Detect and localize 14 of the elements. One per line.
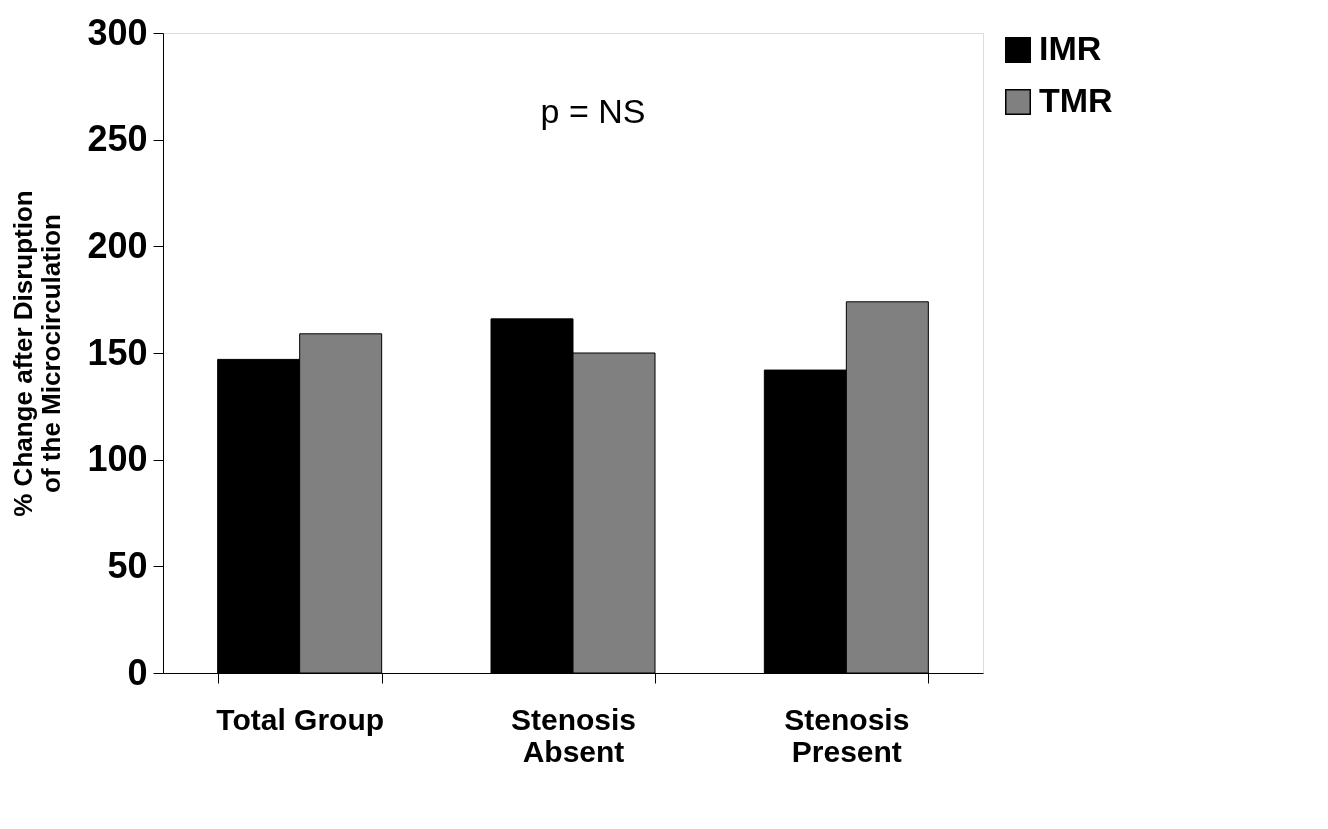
y-tick-label: 0 <box>127 651 148 693</box>
annotation: p = NS <box>540 92 646 130</box>
x-tick-label: Stenosis Present <box>784 702 910 768</box>
y-tick-label: 200 <box>87 224 148 266</box>
y-tick-label: 100 <box>87 438 148 480</box>
y-tick-label: 150 <box>87 331 148 373</box>
x-tick-label: Stenosis Absent <box>510 702 637 768</box>
legend-label: IMR <box>1039 29 1102 67</box>
legend-label: TMR <box>1039 81 1113 119</box>
y-tick-label: 300 <box>87 11 148 53</box>
y-tick-label: 250 <box>87 118 148 160</box>
y-axis-title: % Change after Disruption of the Microcirculation <box>8 190 67 517</box>
x-tick-label: Total Group <box>216 702 385 736</box>
y-tick-label: 50 <box>107 544 148 586</box>
